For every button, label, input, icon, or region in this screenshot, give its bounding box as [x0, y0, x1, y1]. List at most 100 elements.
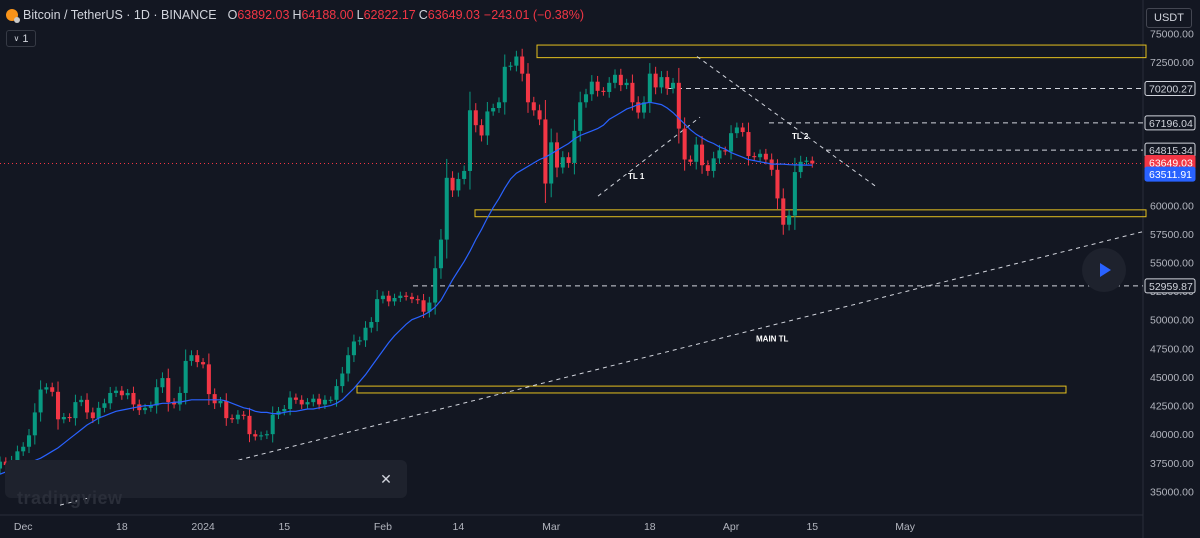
y-tick-label: 72500.00 [1150, 57, 1194, 69]
candle-body [38, 389, 43, 413]
price-tag [1144, 115, 1196, 131]
candle-body [73, 402, 78, 419]
high-label: H [292, 8, 302, 22]
candle-body [409, 296, 414, 300]
candle-body [108, 392, 113, 404]
symbol-legend: Bitcoin / TetherUS · 1D · BINANCE O 63892… [6, 8, 584, 23]
candle-body [79, 399, 84, 403]
price-tag-label: 63511.91 [1149, 169, 1192, 181]
x-tick-label: Apr [723, 521, 740, 533]
candle-body [717, 150, 722, 159]
candle-body [340, 373, 345, 387]
symbol-title[interactable]: Bitcoin / TetherUS · 1D · BINANCE [23, 8, 217, 22]
candle-body [299, 399, 304, 405]
trendline [696, 56, 876, 187]
candle-body [467, 110, 472, 171]
candle-body [84, 399, 90, 413]
candle-body [102, 403, 107, 408]
candle-body [781, 198, 786, 225]
x-tick-label: 15 [278, 521, 290, 533]
candle-body [792, 172, 797, 216]
candle-body [456, 178, 461, 191]
indicator-count: 1 [22, 32, 29, 45]
candle-body [351, 341, 356, 356]
candle-body [317, 398, 322, 405]
candle-body [212, 394, 217, 404]
candle-body [491, 108, 496, 112]
candle-body [804, 160, 809, 162]
candle-body [183, 360, 188, 393]
candle-body [247, 415, 252, 435]
price-tag-label: 52959.87 [1149, 281, 1193, 293]
x-tick-label: 18 [644, 521, 656, 533]
candle-body [392, 297, 397, 302]
candle-body [601, 90, 606, 92]
y-tick-label: 75000.00 [1150, 29, 1194, 41]
candle-body [114, 390, 119, 393]
candle-body [0, 461, 3, 469]
replay-button[interactable] [1082, 248, 1126, 292]
candle-body [415, 299, 420, 301]
currency-button[interactable]: USDT [1146, 8, 1192, 28]
candle-body [282, 408, 287, 412]
notification-toast: tradingview ✕ [5, 460, 407, 508]
candle-body [143, 407, 148, 411]
candle-body [253, 434, 258, 437]
candle-body [67, 417, 72, 419]
candle-body [537, 110, 542, 120]
indicator-toggle-button[interactable]: ∨ 1 [6, 30, 36, 47]
y-tick-label: 42500.00 [1150, 401, 1194, 413]
candle-body [583, 94, 589, 103]
candle-body [311, 398, 316, 403]
candle-body [473, 110, 478, 126]
y-tick-label: 37500.00 [1150, 458, 1194, 470]
candle-body [322, 399, 327, 405]
candle-body [201, 362, 206, 365]
candle-body [218, 400, 223, 404]
x-tick-label: May [895, 521, 916, 533]
candle-body [647, 73, 652, 103]
x-tick-label: 18 [116, 521, 128, 533]
candle-body [206, 364, 211, 395]
play-icon [1100, 263, 1111, 277]
candle-body [166, 378, 171, 403]
candle-body [572, 130, 577, 163]
tradingview-watermark: tradingview [17, 488, 123, 508]
y-tick-label: 57500.00 [1150, 229, 1194, 241]
candle-body [479, 125, 484, 136]
candle-body [705, 165, 710, 171]
candle-body [241, 414, 246, 416]
candle-body [96, 407, 101, 419]
candle-body [328, 399, 333, 401]
candle-body [50, 387, 55, 392]
candle-body [763, 153, 768, 160]
candle-body [55, 391, 61, 420]
candle-body [433, 268, 438, 303]
support-resistance-zone [356, 385, 1067, 394]
candle-body [119, 390, 124, 396]
change-value: −243.01 (−0.38%) [483, 8, 584, 22]
candle-body [496, 102, 502, 108]
candle-body [502, 66, 507, 103]
x-tick-label: Mar [542, 521, 561, 533]
trendline-label: MAIN TL [756, 334, 789, 343]
candle-body [44, 387, 49, 390]
x-tick-label: 15 [806, 521, 818, 533]
candle-body [554, 142, 560, 168]
candle-body [357, 340, 362, 342]
candle-body [177, 392, 182, 405]
candle-body [235, 414, 240, 420]
candle-body [560, 157, 565, 168]
candle-body [566, 157, 571, 163]
x-tick-label: 14 [453, 521, 465, 533]
y-tick-label: 35000.00 [1150, 486, 1194, 498]
candle-body [671, 82, 676, 89]
close-icon[interactable]: ✕ [380, 470, 392, 487]
candle-body [26, 435, 32, 447]
candle-body [787, 215, 792, 225]
low-label: L [356, 8, 364, 22]
candle-body [734, 127, 739, 134]
candle-body [729, 133, 734, 152]
candle-body [636, 102, 641, 113]
